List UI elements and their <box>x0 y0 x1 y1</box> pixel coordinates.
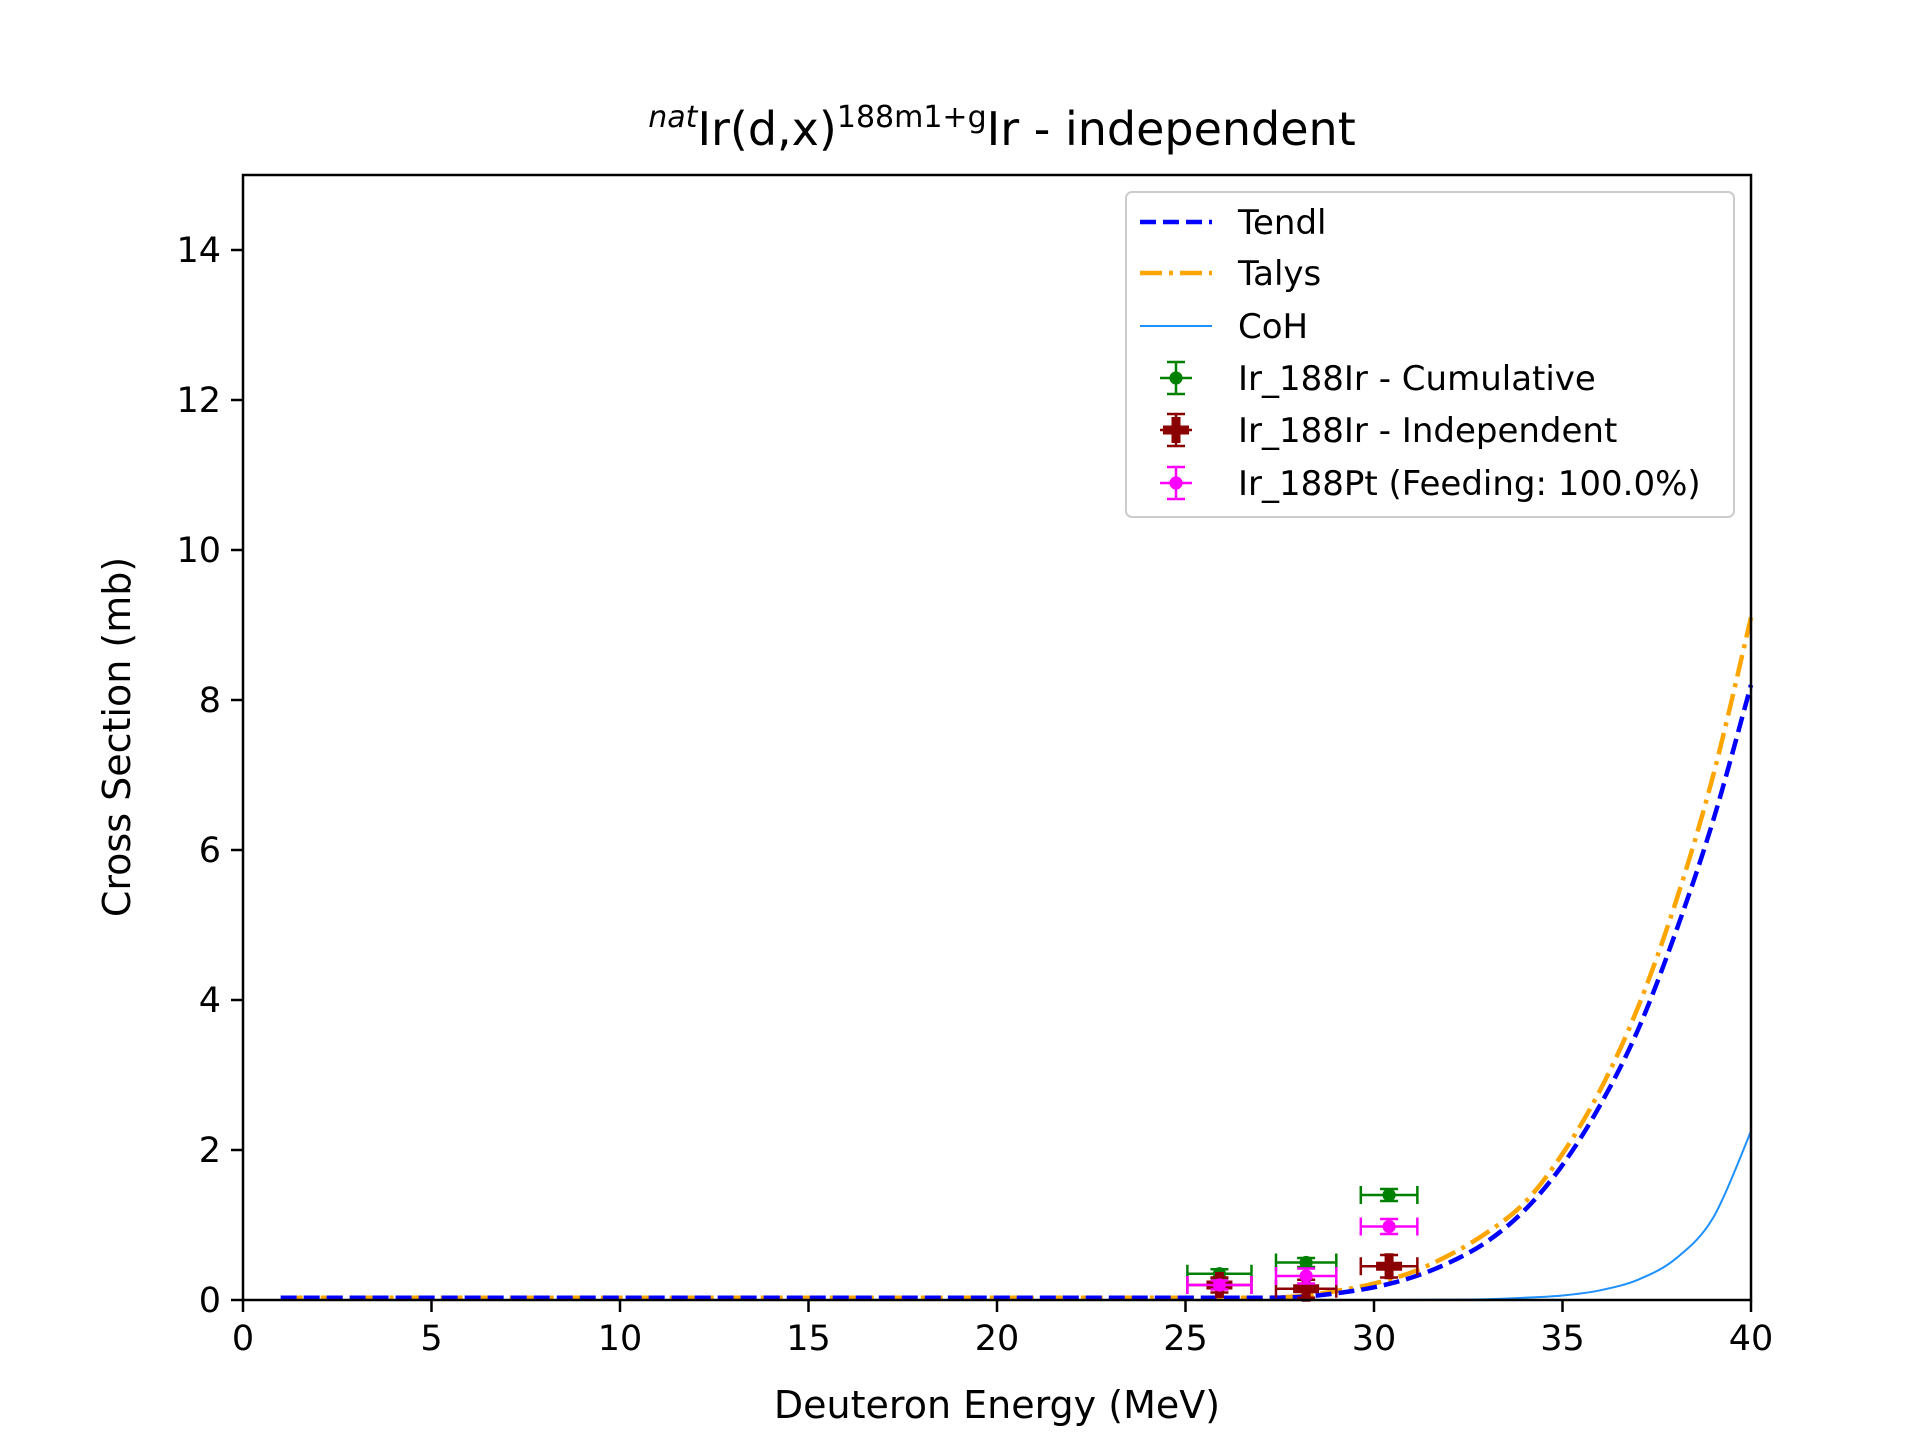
x-tick-label: 40 <box>1729 1319 1774 1359</box>
title-pre-superscript: nat <box>648 100 698 135</box>
series-line-talys <box>280 616 1754 1301</box>
data-point-feeding <box>1274 1267 1338 1285</box>
y-tick-label: 4 <box>199 981 221 1021</box>
title-superscript: 188m1+g <box>837 100 987 135</box>
legend-label-coh: CoH <box>1238 307 1308 347</box>
title-main-2: Ir - independent <box>987 102 1356 156</box>
legend-item-coh: CoH <box>1140 307 1308 347</box>
legend-item-independent: Ir_188Ir - Independent <box>1160 411 1617 451</box>
legend-item-feeding: Ir_188Pt (Feeding: 100.0%) <box>1160 464 1701 504</box>
legend-label-feeding: Ir_188Pt (Feeding: 100.0%) <box>1238 464 1701 504</box>
y-tick-label: 2 <box>199 1131 221 1171</box>
series-line-coh <box>280 1130 1752 1302</box>
data-point-cumulative <box>1359 1186 1419 1204</box>
chart-title: natIr(d,x)188m1+gIr - independent <box>648 100 1355 156</box>
data-point-feeding <box>1359 1217 1419 1236</box>
legend-frame <box>1125 191 1735 518</box>
series-line-tendl <box>280 684 1754 1301</box>
y-tick-label: 10 <box>176 531 221 571</box>
legend-item-talys: Talys <box>1140 254 1321 294</box>
legend-label-talys: Talys <box>1237 254 1321 294</box>
y-axis-label: Cross Section (mb) <box>95 557 139 917</box>
legend: Tendl Talys CoH Ir_188Ir - Cumulative Ir… <box>1125 191 1735 518</box>
y-tick-label: 14 <box>176 231 221 271</box>
y-tick-label: 6 <box>199 831 221 871</box>
x-tick-label: 30 <box>1352 1319 1397 1359</box>
title-main-1: Ir(d,x) <box>697 102 836 156</box>
x-axis-label: Deuteron Energy (MeV) <box>774 1383 1220 1427</box>
y-tick-label: 0 <box>199 1281 221 1321</box>
legend-item-tendl: Tendl <box>1140 203 1327 243</box>
x-tick-label: 0 <box>232 1319 254 1359</box>
data-point-feeding <box>1186 1276 1253 1294</box>
plot-area <box>280 616 1754 1302</box>
data-point-cumulative <box>1274 1253 1338 1272</box>
legend-label-independent: Ir_188Ir - Independent <box>1238 411 1617 451</box>
legend-swatch-cumulative <box>1160 360 1192 396</box>
data-point-independent <box>1359 1253 1419 1280</box>
legend-swatch-independent <box>1160 412 1192 448</box>
x-tick-label: 15 <box>786 1319 831 1359</box>
legend-swatch-feeding <box>1160 465 1192 501</box>
x-tick-label: 5 <box>420 1319 442 1359</box>
y-axis: 0 2 4 6 8 10 12 14 <box>176 231 243 1321</box>
x-tick-label: 10 <box>598 1319 643 1359</box>
y-tick-label: 12 <box>176 381 221 421</box>
x-tick-label: 25 <box>1163 1319 1208 1359</box>
legend-label-tendl: Tendl <box>1237 203 1327 243</box>
x-tick-label: 20 <box>975 1319 1020 1359</box>
y-tick-label: 8 <box>199 681 221 721</box>
legend-item-cumulative: Ir_188Ir - Cumulative <box>1160 359 1596 399</box>
legend-label-cumulative: Ir_188Ir - Cumulative <box>1238 359 1596 399</box>
x-axis: 0 5 10 15 20 25 30 35 40 <box>232 1300 1773 1359</box>
x-tick-label: 35 <box>1540 1319 1585 1359</box>
